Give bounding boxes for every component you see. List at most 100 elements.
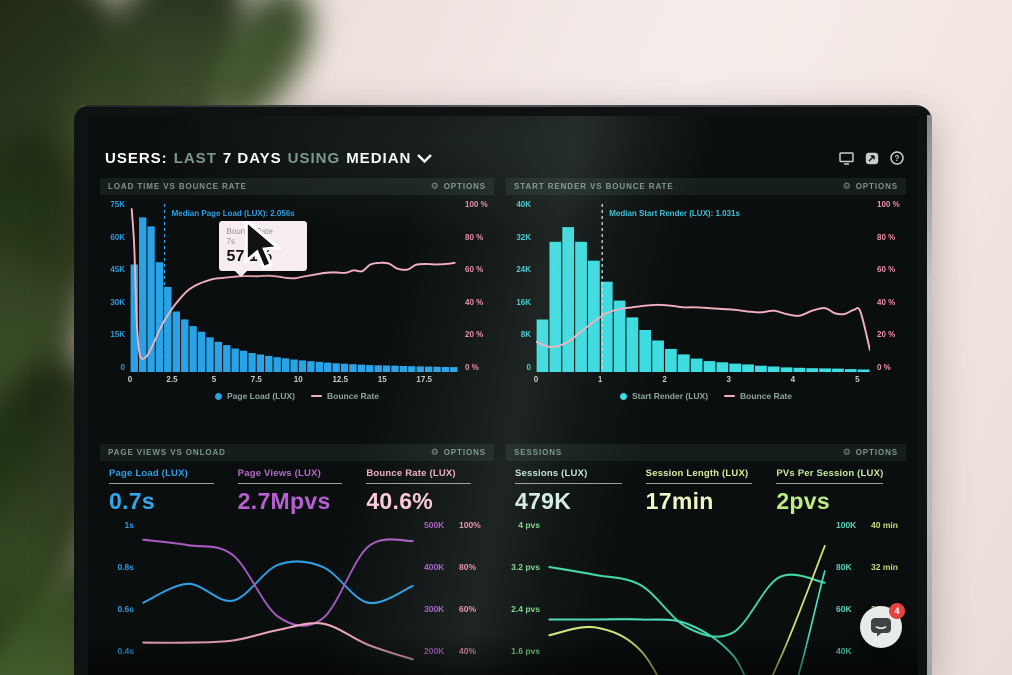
axis-tick: 100 %: [877, 200, 900, 209]
y-axis-right: 100 % 80 % 60 % 40 % 20 % 0 %: [458, 200, 494, 372]
metric-label: PVs Per Session (LUX): [776, 468, 884, 479]
x-axis: 0 2.5 5 7.5 10 12.5 15 17.5: [128, 375, 458, 386]
header-icons: ?: [839, 151, 904, 165]
axis-tick: 12.5: [332, 375, 349, 384]
metric-label: Session Length (LUX): [645, 468, 749, 479]
axis-tick: 2.4 pvs: [511, 604, 540, 614]
axis-tick: 75K: [110, 200, 125, 209]
axis-tick: 100 %: [465, 200, 488, 209]
chevron-down-icon[interactable]: [417, 153, 433, 163]
y-axis-left: 1s 0.8s 0.6s 0.4s: [100, 520, 140, 656]
axis-tick-pair: 300K 60%: [424, 604, 477, 614]
legend-item: Page Load (LUX): [215, 391, 295, 401]
panel-header: PAGE VIEWS VS ONLOAD ⚙ OPTIONS: [100, 444, 494, 461]
chart-area: 75K 60K 45K 30K 15K 0 Median Page Load (LUX):…: [100, 200, 494, 372]
gear-icon: ⚙: [430, 181, 440, 191]
metric: Session Length (LUX) 17min: [645, 468, 767, 515]
axis-tick: 8K: [520, 330, 531, 340]
axis-tick: 0 %: [465, 362, 479, 372]
title-median: MEDIAN: [346, 149, 412, 167]
axis-tick: 0: [526, 362, 531, 372]
metric-value: 2pvs: [776, 488, 830, 514]
panel-title: LOAD TIME VS BOUNCE RATE: [108, 182, 247, 191]
plot[interactable]: Median Page Load (LUX): 2.056s Bounce Ra…: [130, 200, 458, 372]
axis-tick: 20 %: [877, 330, 896, 340]
share-icon[interactable]: [865, 152, 879, 165]
y-axis-right: 100 % 80 % 60 % 40 % 20 % 0 %: [870, 200, 906, 372]
y-axis-left: 40K 32K 24K 16K 8K 0: [506, 200, 536, 372]
axis-tick: 40 %: [877, 297, 896, 307]
metric-label: Page Views (LUX): [237, 468, 321, 479]
metric: Page Load (LUX) 0.7s: [109, 468, 228, 515]
axis-tick: 4: [790, 375, 796, 384]
plot[interactable]: Median Start Render (LUX): 1.031s: [536, 200, 870, 372]
options-label: OPTIONS: [855, 182, 898, 191]
axis-tick: 80 %: [877, 232, 896, 242]
y-axis-left: 75K 60K 45K 30K 15K 0: [100, 200, 130, 372]
options-button[interactable]: ⚙ OPTIONS: [431, 448, 486, 458]
axis-tick: 10: [293, 375, 303, 384]
metric: PVs Per Session (LUX) 2pvs: [776, 468, 897, 515]
panel-title: START RENDER VS BOUNCE RATE: [514, 182, 674, 191]
options-label: OPTIONS: [443, 182, 486, 191]
options-button[interactable]: ⚙ OPTIONS: [842, 447, 898, 458]
metric-divider: [237, 483, 343, 484]
axis-tick: 0.8s: [117, 562, 134, 572]
options-button[interactable]: ⚙ OPTIONS: [842, 181, 898, 192]
metric-value: 479K: [515, 488, 572, 514]
metric-value: 17min: [645, 488, 714, 514]
chart-area: 4 pvs 3.2 pvs 2.4 pvs 1.6 pvs 100K 40 min 80K…: [506, 520, 906, 675]
axis-tick: 60K: [110, 232, 125, 242]
plot[interactable]: [140, 520, 416, 661]
laptop: USERS: LAST 7 DAYS USING MEDIAN: [74, 105, 932, 675]
axis-tick: 17.5: [416, 375, 432, 384]
legend-item: Bounce Rate: [311, 391, 379, 401]
median-annotation: Median Start Render (LUX): 1.031s: [609, 209, 740, 218]
metric-label: Page Load (LUX): [109, 468, 189, 479]
axis-tick: 0.4s: [117, 646, 134, 656]
axis-tick: 45K: [110, 265, 125, 275]
svg-text:?: ?: [895, 154, 900, 163]
options-label: OPTIONS: [443, 448, 486, 457]
panel-header: START RENDER VS BOUNCE RATE ⚙ OPTIONS: [506, 178, 906, 195]
axis-tick: 60 %: [877, 265, 896, 275]
axis-tick: 24K: [516, 265, 531, 275]
metrics-row: Sessions (LUX) 479K Session Length (LUX)…: [506, 461, 906, 517]
display-icon[interactable]: [839, 151, 854, 165]
axis-tick: 3.2 pvs: [511, 562, 540, 572]
y-axis-left: 4 pvs 3.2 pvs 2.4 pvs 1.6 pvs: [506, 520, 546, 656]
axis-tick: 32K: [516, 232, 531, 242]
axis-tick: 4 pvs: [518, 520, 540, 530]
axis-tick: 16K: [516, 297, 531, 307]
title-days: 7 DAYS: [222, 149, 282, 167]
title-last: LAST: [173, 149, 217, 167]
metric-divider: [366, 483, 472, 484]
gear-icon: ⚙: [842, 181, 852, 191]
panel-page-views-onload: PAGE VIEWS VS ONLOAD ⚙ OPTIONS Page Load…: [100, 444, 494, 675]
axis-tick-pair: 100K 40 min: [836, 520, 898, 530]
metric-label: Sessions (LUX): [515, 468, 588, 479]
legend-item: Bounce Rate: [724, 391, 792, 401]
help-icon[interactable]: ?: [890, 151, 904, 165]
axis-tick-pair: 500K 100%: [424, 520, 481, 530]
options-button[interactable]: ⚙ OPTIONS: [430, 181, 486, 192]
median-annotation: Median Page Load (LUX): 2.056s: [171, 209, 295, 218]
axis-tick: 7.5: [250, 375, 262, 384]
metric-label: Bounce Rate (LUX): [366, 468, 456, 479]
axis-tick: 30K: [110, 297, 125, 307]
axis-tick: 2.5: [166, 375, 178, 384]
metric-value: 40.6%: [366, 488, 434, 514]
chat-launcher[interactable]: 4: [860, 603, 905, 648]
chat-icon: [871, 618, 891, 637]
axis-tick: 15K: [110, 330, 125, 340]
metric: Bounce Rate (LUX) 40.6%: [366, 468, 485, 515]
gear-icon: ⚙: [842, 447, 852, 457]
axis-tick: 60 %: [465, 265, 484, 275]
axis-tick: 0: [120, 362, 125, 372]
dashboard-header: USERS: LAST 7 DAYS USING MEDIAN: [105, 146, 904, 170]
notification-badge: 4: [889, 603, 905, 619]
plot[interactable]: [546, 520, 828, 675]
axis-tick-pair: 200K 40%: [424, 646, 477, 656]
metric-value: 0.7s: [109, 488, 155, 514]
